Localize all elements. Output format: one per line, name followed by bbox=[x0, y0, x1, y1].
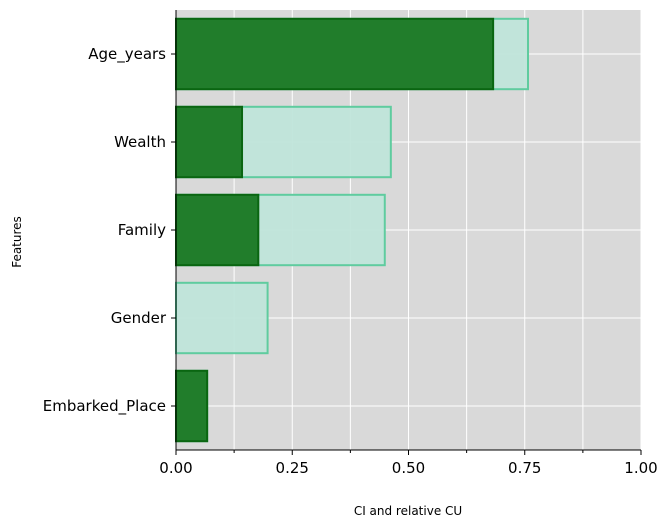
y-tick-label: Wealth bbox=[114, 133, 166, 151]
y-tick-label: Embarked_Place bbox=[43, 397, 166, 416]
x-tick-label: 0.75 bbox=[508, 459, 541, 477]
x-axis-label: CI and relative CU bbox=[354, 504, 462, 518]
x-tick-label: 0.50 bbox=[392, 459, 425, 477]
y-axis-label: Features bbox=[10, 216, 24, 268]
ci-bar bbox=[175, 17, 495, 91]
cu-bar bbox=[175, 281, 269, 355]
x-tick-label: 1.00 bbox=[624, 459, 657, 477]
ci-bar bbox=[175, 193, 260, 267]
y-tick-label: Age_years bbox=[88, 45, 166, 64]
x-tick-labels: 0.00 0.25 0.50 0.75 1.00 bbox=[159, 450, 658, 477]
ci-bar bbox=[175, 369, 209, 443]
x-tick-label: 0.25 bbox=[276, 459, 309, 477]
y-tick-labels: Age_years Wealth Family Gender Embarked_Plac… bbox=[43, 45, 176, 416]
y-tick-label: Family bbox=[118, 221, 166, 239]
x-tick-label: 0.00 bbox=[159, 459, 192, 477]
ci-bar bbox=[175, 105, 244, 179]
y-tick-label: Gender bbox=[111, 309, 167, 327]
ci-bars bbox=[175, 17, 495, 443]
